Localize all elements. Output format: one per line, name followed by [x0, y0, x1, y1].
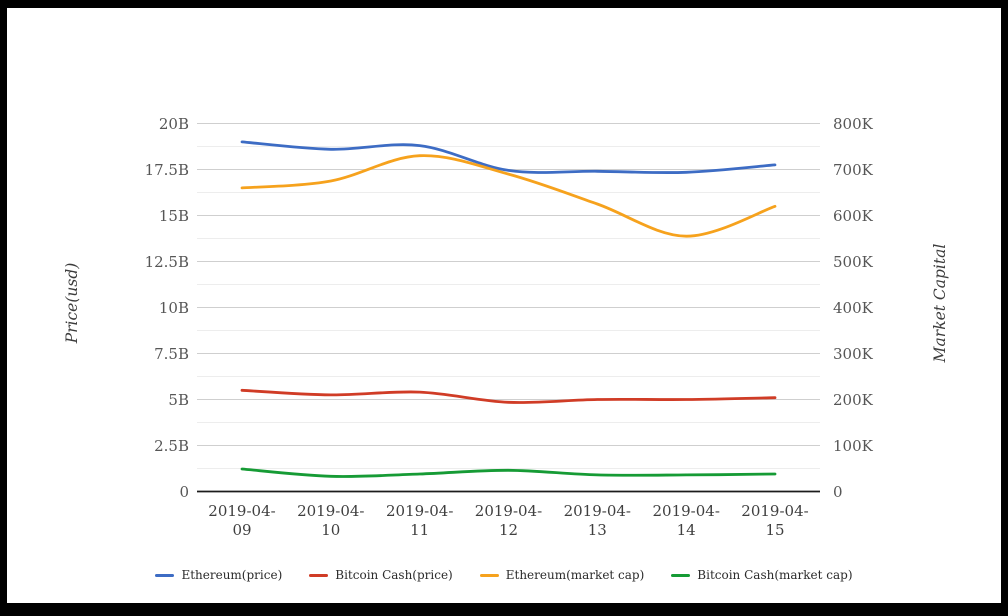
x-axis-label: 2019-04- 15: [741, 502, 809, 539]
legend-item[interactable]: Ethereum(market cap): [479, 568, 645, 582]
series-line: [240, 467, 777, 478]
series-line: [240, 140, 777, 175]
legend-swatch: [309, 573, 329, 577]
left-axis-tick: 17.5B: [144, 160, 189, 179]
right-axis-tick: 100K: [833, 436, 873, 455]
legend-label: Ethereum(price): [181, 568, 283, 582]
legend-label: Bitcoin Cash(price): [335, 568, 453, 582]
left-axis-tick: 5B: [168, 390, 189, 409]
plot-area: [197, 123, 820, 493]
right-axis-tick: 500K: [833, 252, 873, 271]
chart-page: Price(usd) Market Capital 0 2.5B 5B 7.5B 10B…: [7, 8, 1001, 603]
left-axis-tick: 2.5B: [154, 436, 189, 455]
left-axis-tick: 0: [179, 482, 189, 501]
legend-item[interactable]: Bitcoin Cash(market cap): [671, 568, 853, 582]
left-axis-title: Price(usd): [63, 262, 81, 344]
x-axis-label: 2019-04- 14: [652, 502, 720, 539]
legend-swatch: [155, 573, 175, 577]
x-axis-label: 2019-04- 13: [563, 502, 631, 539]
x-axis-label: 2019-04- 09: [208, 502, 276, 539]
right-axis-title: Market Capital: [931, 243, 949, 363]
chart-legend: Ethereum(price) Bitcoin Cash(price) Ethere…: [7, 568, 1001, 582]
x-axis-label: 2019-04- 11: [385, 502, 454, 539]
series-line: [240, 154, 777, 238]
right-axis-tick: 200K: [833, 390, 873, 409]
legend-swatch: [671, 573, 691, 577]
left-axis-tick: 15B: [158, 206, 189, 225]
legend-swatch: [479, 573, 499, 577]
left-axis-tick: 12.5B: [144, 252, 189, 271]
x-axis-label: 2019-04- 10: [297, 502, 365, 539]
right-axis-tick: 400K: [833, 298, 873, 317]
right-axis-tick: 600K: [833, 206, 873, 225]
legend-label: Bitcoin Cash(market cap): [697, 568, 853, 582]
left-axis-tick: 7.5B: [154, 344, 189, 363]
right-axis-tick: 800K: [833, 114, 873, 133]
right-axis-tick: 0: [833, 482, 843, 501]
legend-label: Ethereum(market cap): [505, 568, 645, 582]
right-axis-tick: 300K: [833, 344, 873, 363]
right-axis-tick: 700K: [833, 160, 873, 179]
legend-item[interactable]: Bitcoin Cash(price): [309, 568, 453, 582]
left-axis-tick: 20B: [158, 114, 189, 133]
x-axis-label: 2019-04- 12: [474, 502, 543, 539]
series-line: [240, 388, 777, 404]
left-axis-tick: 10B: [158, 298, 189, 317]
legend-item[interactable]: Ethereum(price): [155, 568, 282, 582]
